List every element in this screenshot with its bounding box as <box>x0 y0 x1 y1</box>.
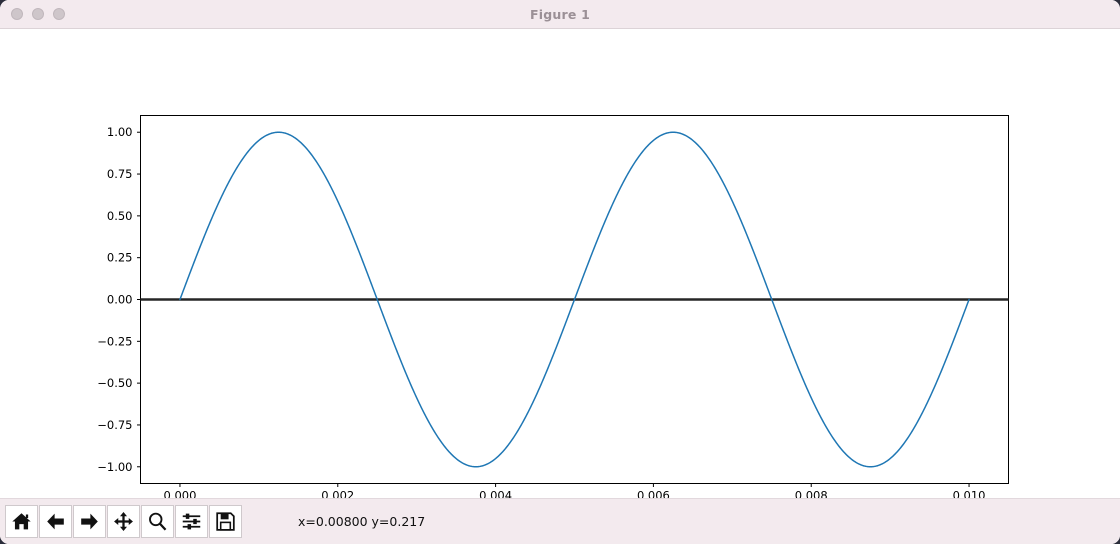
arrow-right-icon <box>79 511 100 532</box>
home-button[interactable] <box>4 505 38 538</box>
y-tick-label: 0.25 <box>107 251 133 265</box>
y-tick-label: −1.00 <box>97 460 132 474</box>
magnifier-icon <box>147 511 168 532</box>
minimize-button[interactable] <box>32 8 44 20</box>
sliders-icon <box>181 511 202 532</box>
close-button[interactable] <box>11 8 23 20</box>
sine-curve <box>179 131 970 468</box>
y-tick-label: 1.00 <box>107 125 133 139</box>
x-axis-ticks: 0.000 0.002 0.004 0.006 0.008 0.010 <box>163 483 986 499</box>
title-bar: Figure 1 <box>0 0 1120 29</box>
plot-svg[interactable]: 0.000 0.002 0.004 0.006 0.008 0.010 −1.00 −0.7… <box>0 29 1120 498</box>
maximize-button[interactable] <box>53 8 65 20</box>
x-tick-label: 0.006 <box>637 489 670 499</box>
x-tick-label: 0.002 <box>321 489 354 499</box>
pan-button[interactable] <box>106 505 140 538</box>
navigation-toolbar: x=0.00800 y=0.217 <box>0 498 1120 544</box>
coordinate-readout: x=0.00800 y=0.217 <box>298 514 426 529</box>
y-tick-label: 0.50 <box>107 209 133 223</box>
x-tick-label: 0.010 <box>953 489 986 499</box>
x-tick-label: 0.000 <box>163 489 196 499</box>
forward-button[interactable] <box>72 505 106 538</box>
y-tick-label: 0.00 <box>107 293 133 307</box>
zoom-button[interactable] <box>140 505 174 538</box>
window-controls <box>11 0 65 28</box>
floppy-disk-icon <box>215 511 236 532</box>
axes: 0.000 0.002 0.004 0.006 0.008 0.010 −1.00 −0.7… <box>97 115 1009 499</box>
y-tick-label: −0.75 <box>97 418 132 432</box>
arrow-left-icon <box>45 511 66 532</box>
back-button[interactable] <box>38 505 72 538</box>
move-icon <box>113 511 134 532</box>
y-axis-ticks: −1.00 −0.75 −0.50 −0.25 0.00 0.25 0.50 0.75 1.00 <box>97 125 141 474</box>
x-tick-label: 0.008 <box>795 489 828 499</box>
home-icon <box>11 511 32 532</box>
configure-subplots-button[interactable] <box>174 505 208 538</box>
figure-canvas[interactable]: 0.000 0.002 0.004 0.006 0.008 0.010 −1.00 −0.7… <box>0 29 1120 498</box>
window-title: Figure 1 <box>530 6 590 22</box>
y-tick-label: −0.25 <box>97 334 132 348</box>
y-tick-label: 0.75 <box>107 167 133 181</box>
x-tick-label: 0.004 <box>479 489 512 499</box>
save-button[interactable] <box>208 505 242 538</box>
y-tick-label: −0.50 <box>97 376 132 390</box>
